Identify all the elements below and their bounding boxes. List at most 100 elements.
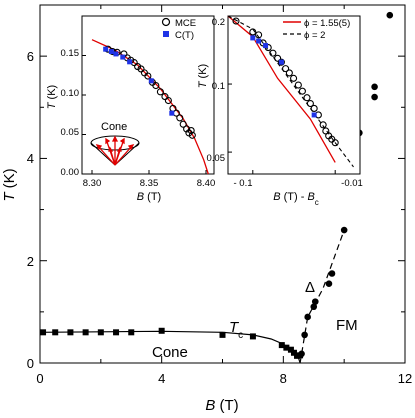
il-ct-point (127, 59, 133, 65)
cone-spin-arrows (95, 135, 135, 166)
ir-mce-point (282, 65, 290, 73)
fm-phase-label: FM (336, 317, 358, 334)
il-x-tick-label: 8.35 (140, 178, 159, 189)
ir-mce-point (290, 74, 298, 82)
il-y-tick-label: 0.15 (61, 48, 80, 59)
il-legend-mce-marker (161, 17, 171, 27)
inset-left-panel: 8.30 8.35 8.40 0.00 0.05 0.10 0.15 B (T)… (46, 15, 216, 203)
main-square-point (97, 329, 104, 336)
fm-phase-line (299, 229, 345, 364)
main-square-point (113, 329, 120, 336)
il-ct-point (120, 54, 126, 60)
main-square-point (67, 329, 74, 336)
inset-left-tick-labels: 8.30 8.35 8.40 0.00 0.05 0.10 0.15 (61, 48, 216, 189)
main-circle-point (310, 303, 318, 311)
ir-legend-phi2-label: ϕ = 2 (304, 30, 325, 41)
main-circle-point (311, 298, 319, 305)
inset-right-panel: - 0.1 -0.01 0.2 0.1 0.05 B (T) - Bc T (K… (197, 15, 363, 207)
x-tick-label: 8 (280, 371, 287, 386)
ir-y-tick-label: 0.05 (207, 153, 226, 164)
main-square-point (283, 344, 290, 351)
il-cone-label: Cone (101, 121, 127, 133)
ir-fit-phi-2 (227, 15, 354, 168)
ir-mce-point (306, 99, 314, 108)
y-tick-label: 0 (27, 356, 34, 371)
x-tick-label: 12 (398, 371, 412, 386)
il-x-axis-title: B (T) (137, 191, 161, 203)
main-x-axis-title: B (T) (205, 397, 238, 414)
il-mce-point (164, 96, 172, 105)
main-square-point (287, 346, 294, 353)
ir-mce-point (232, 17, 240, 25)
ir-fit-phi-155 (227, 15, 336, 163)
il-ct-point (108, 49, 114, 55)
main-square-point (219, 331, 226, 338)
ir-mce-point (285, 69, 293, 77)
il-x-tick-label: 8.40 (197, 178, 216, 189)
main-circle-point (371, 93, 378, 101)
main-circle-point (386, 11, 394, 19)
ir-mce-point (319, 121, 327, 129)
ir-mce-point (249, 28, 257, 36)
il-mce-point (187, 127, 195, 135)
il-mce-point (152, 81, 160, 90)
main-circle-point (298, 350, 305, 358)
ir-ct-point (256, 38, 262, 44)
il-mce-point (179, 120, 187, 128)
inset-right-frame (227, 15, 361, 175)
il-y-axis-title: T (K) (46, 85, 58, 109)
il-mce-point (156, 88, 164, 96)
il-data-points (103, 45, 196, 139)
inset-right-tick-labels: - 0.1 -0.01 0.2 0.1 0.05 (207, 17, 363, 189)
ir-mce-point (310, 104, 318, 112)
il-x-tick-label: 8.30 (83, 178, 102, 189)
il-ct-point (148, 78, 154, 84)
ir-ct-point (250, 35, 256, 41)
ir-x-tick-label: - 0.1 (233, 178, 252, 189)
main-square-point (82, 329, 89, 336)
y-tick-label: 6 (27, 49, 34, 64)
cone-phase-label: Cone (152, 344, 188, 361)
il-legend-mce-label: MCE (175, 18, 196, 29)
ir-ct-point (311, 112, 317, 118)
main-axis-ticks (39, 4, 406, 364)
ir-y-tick-label: 0.1 (212, 81, 225, 92)
il-y-tick-label: 0.05 (61, 127, 80, 138)
ir-data-points (232, 17, 339, 147)
ir-mce-point (294, 81, 302, 89)
ir-x-tick-label: -0.01 (341, 178, 363, 189)
ir-mce-point (303, 94, 311, 102)
il-y-tick-label: 0.00 (61, 167, 80, 178)
x-tick-label: 0 (36, 371, 43, 386)
il-ct-point (169, 110, 175, 116)
delta-label: Δ (305, 279, 315, 296)
ir-ct-point (263, 43, 269, 49)
il-y-tick-label: 0.10 (61, 88, 80, 99)
il-fit-curve (91, 39, 209, 175)
main-square-point (128, 329, 135, 336)
inset-left-frame (81, 15, 215, 175)
main-square-point (52, 329, 59, 336)
ir-ct-point (278, 59, 284, 65)
ir-y-axis-title: T (K) (197, 64, 209, 88)
y-tick-label: 4 (27, 151, 34, 166)
ir-mce-point (269, 49, 277, 57)
inset-left-ticks (82, 55, 207, 175)
il-legend-ct-marker (163, 31, 169, 37)
main-circle-point (328, 270, 336, 277)
ir-x-axis-title: B (T) - Bc (273, 191, 319, 207)
main-tick-labels: 0 4 8 12 0 2 4 6 (27, 49, 412, 386)
ir-legend-phi155-label: ϕ = 1.55(5) (304, 18, 350, 29)
main-square-point (40, 329, 47, 336)
ir-mce-point (298, 87, 306, 95)
ir-mce-point (277, 58, 285, 66)
il-mce-point (188, 131, 196, 139)
main-circle-point (325, 280, 333, 288)
main-circle-point (371, 83, 378, 91)
tc-label: Tc (229, 319, 243, 341)
main-square-point (294, 352, 301, 359)
main-square-point (278, 342, 285, 349)
main-square-point (290, 349, 297, 356)
il-mce-point (183, 125, 191, 133)
